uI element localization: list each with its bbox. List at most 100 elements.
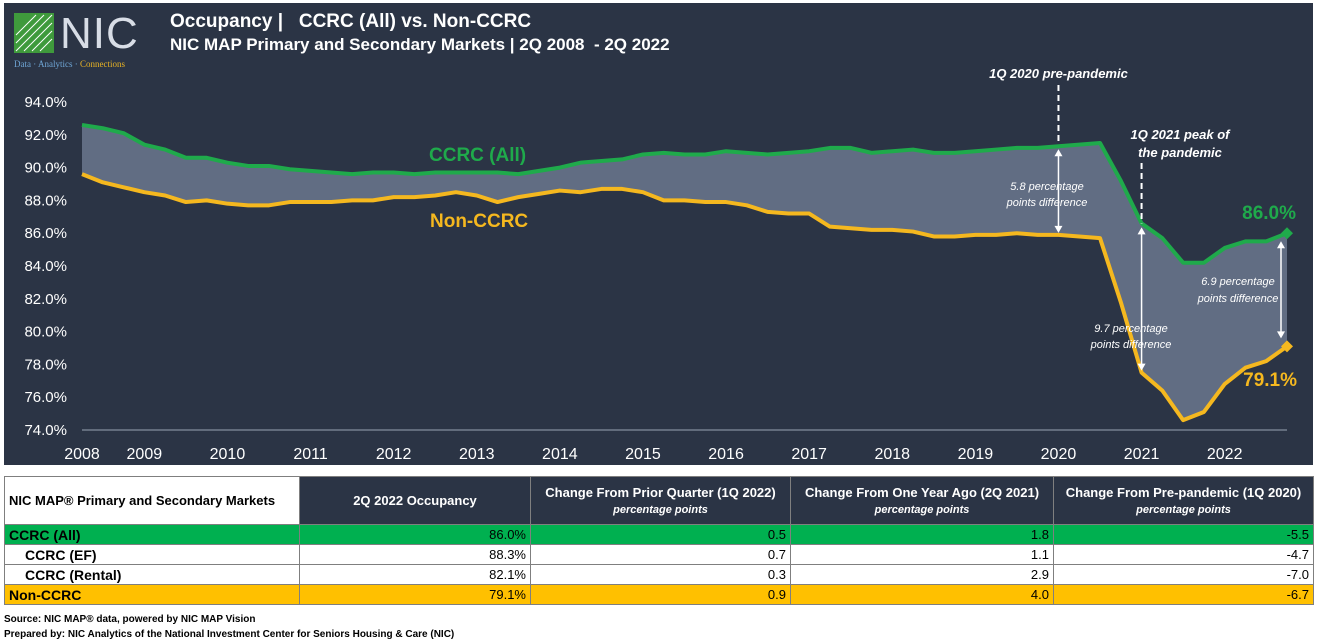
x-tick-label: 2012 [376, 446, 412, 463]
peak-label-line1: 1Q 2021 peak of [1131, 127, 1232, 142]
peak-label-line2: the pandemic [1138, 145, 1223, 160]
y-tick-label: 76.0% [24, 389, 67, 406]
occupancy-summary-table: NIC MAP® Primary and Secondary Markets 2… [4, 476, 1314, 605]
header-text: Change From Pre-pandemic (1Q 2020) [1065, 485, 1302, 500]
cell-occupancy: 86.0% [299, 524, 531, 545]
x-tick-label: 2022 [1207, 446, 1243, 463]
table-header-prior-quarter: Change From Prior Quarter (1Q 2022) perce… [530, 476, 791, 525]
x-tick-label: 2008 [64, 446, 100, 463]
cell-pre-pandemic: -4.7 [1053, 544, 1314, 565]
cell-one-year: 1.1 [790, 544, 1054, 565]
cell-occupancy: 88.3% [299, 544, 531, 565]
row-label: CCRC (All) [4, 524, 300, 545]
table-header-markets: NIC MAP® Primary and Secondary Markets [4, 476, 300, 525]
y-tick-label: 90.0% [24, 160, 67, 177]
table-row: Non-CCRC 79.1% 0.9 4.0 -6.7 [4, 584, 1314, 605]
end-marker-ccrc [1281, 227, 1293, 240]
cell-prior-quarter: 0.5 [530, 524, 791, 545]
diff-label-prepandemic-1: 5.8 percentage [1010, 181, 1083, 193]
cell-one-year: 2.9 [790, 564, 1054, 585]
header-text: 2Q 2022 Occupancy [353, 493, 477, 508]
chart-subtitle: NIC MAP Primary and Secondary Markets | … [170, 35, 670, 54]
diff-label-peak-1: 9.7 percentage [1094, 323, 1167, 335]
chart-panel: 74.0% 76.0% 78.0% 80.0% 82.0% 84.0% 86.0% 88.0%… [4, 3, 1313, 465]
cell-occupancy: 82.1% [299, 564, 531, 585]
cell-occupancy: 79.1% [299, 584, 531, 605]
x-tick-label: 2010 [210, 446, 246, 463]
x-tick-label: 2017 [791, 446, 827, 463]
diff-arrow-peak-head-bottom [1137, 363, 1146, 371]
series-label-ccrc: CCRC (All) [429, 145, 526, 166]
y-tick-label: 94.0% [24, 94, 67, 111]
logo-tagline: Data · Analytics · Connections [14, 59, 125, 69]
table-row: CCRC (All) 86.0% 0.5 1.8 -5.5 [4, 524, 1314, 545]
y-tick-label: 82.0% [24, 291, 67, 308]
table-row: CCRC (Rental) 82.1% 0.3 2.9 -7.0 [4, 564, 1314, 585]
diff-arrow-current-head-top [1277, 241, 1285, 249]
diff-label-current-2: points difference [1197, 293, 1279, 305]
row-label: Non-CCRC [4, 584, 300, 605]
table-row: CCRC (EF) 88.3% 0.7 1.1 -4.7 [4, 544, 1314, 565]
diff-label-prepandemic-2: points difference [1006, 197, 1088, 209]
diff-arrow-current-head-bottom [1277, 331, 1285, 339]
y-tick-label: 74.0% [24, 422, 67, 439]
prepandemic-label: 1Q 2020 pre-pandemic [989, 66, 1128, 81]
diff-label-current-1: 6.9 percentage [1201, 276, 1274, 288]
table-header-occupancy: 2Q 2022 Occupancy [299, 476, 531, 525]
end-label-ccrc: 86.0% [1242, 203, 1296, 224]
x-tick-label: 2018 [874, 446, 910, 463]
cell-one-year: 4.0 [790, 584, 1054, 605]
diff-arrow-peak-head-top [1137, 227, 1146, 235]
table-header-row: NIC MAP® Primary and Secondary Markets 2… [4, 476, 1314, 525]
end-marker-non-ccrc [1281, 340, 1293, 353]
cell-pre-pandemic: -5.5 [1053, 524, 1314, 545]
source-note: Source: NIC MAP® data, powered by NIC MA… [4, 612, 454, 642]
diff-label-peak-2: points difference [1090, 339, 1172, 351]
x-tick-label: 2016 [708, 446, 744, 463]
header-text: Change From One Year Ago (2Q 2021) [804, 485, 1040, 500]
logo-text: NIC [60, 9, 139, 58]
y-tick-label: 88.0% [24, 192, 67, 209]
source-line: Source: NIC MAP® data, powered by NIC MA… [4, 614, 256, 625]
occupancy-line-chart: 74.0% 76.0% 78.0% 80.0% 82.0% 84.0% 86.0% 88.0%… [24, 66, 1297, 463]
y-tick-label: 80.0% [24, 324, 67, 341]
series-line-ccrc [81, 122, 1288, 265]
row-label: CCRC (Rental) [4, 564, 300, 585]
x-tick-label: 2013 [459, 446, 495, 463]
gap-area [82, 124, 1287, 421]
header-subtext: percentage points [613, 504, 708, 516]
cell-prior-quarter: 0.7 [530, 544, 791, 565]
table-header-one-year: Change From One Year Ago (2Q 2021) percen… [790, 476, 1054, 525]
table-header-pre-pandemic: Change From Pre-pandemic (1Q 2020) percen… [1053, 476, 1314, 525]
diff-arrow-prepandemic-head-bottom [1054, 225, 1063, 233]
cell-one-year: 1.8 [790, 524, 1054, 545]
cell-prior-quarter: 0.3 [530, 564, 791, 585]
series-label-non-ccrc: Non-CCRC [430, 211, 528, 232]
end-label-non-ccrc: 79.1% [1243, 370, 1297, 391]
logo-tagline-b: Connections [79, 59, 125, 69]
x-tick-label: 2019 [958, 446, 994, 463]
cell-prior-quarter: 0.9 [530, 584, 791, 605]
nic-logo-mark-icon [14, 13, 54, 53]
header-text: NIC MAP® Primary and Secondary Markets [9, 493, 276, 508]
x-tick-label: 2014 [542, 446, 578, 463]
prepared-line: Prepared by: NIC Analytics of the Nation… [4, 629, 455, 640]
series-line-non-ccrc [81, 172, 1289, 423]
y-tick-label: 84.0% [24, 258, 67, 275]
cell-pre-pandemic: -6.7 [1053, 584, 1314, 605]
header-subtext: percentage points [1136, 504, 1231, 516]
x-tick-label: 2009 [127, 446, 163, 463]
x-tick-label: 2021 [1124, 446, 1160, 463]
row-label: CCRC (EF) [4, 544, 300, 565]
nic-logo: NIC Data · Analytics · Connections [10, 9, 155, 69]
y-tick-label: 78.0% [24, 356, 67, 373]
diff-arrow-prepandemic-head-top [1054, 149, 1063, 157]
header-text: Change From Prior Quarter (1Q 2022) [545, 485, 776, 500]
y-tick-label: 92.0% [24, 127, 67, 144]
y-tick-label: 86.0% [24, 225, 67, 242]
cell-pre-pandemic: -7.0 [1053, 564, 1314, 585]
x-tick-label: 2015 [625, 446, 661, 463]
logo-tagline-a: Data · Analytics · [14, 59, 80, 69]
header-subtext: percentage points [874, 504, 970, 516]
x-tick-label: 2011 [293, 446, 328, 463]
